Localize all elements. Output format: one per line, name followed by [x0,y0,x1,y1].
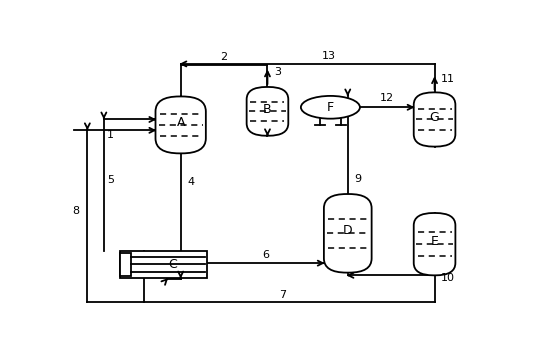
Text: 5: 5 [108,175,114,185]
Bar [120,251,207,278]
Text: 6: 6 [262,250,269,260]
Text: 7: 7 [279,290,286,300]
Text: B: B [263,103,272,116]
Text: 13: 13 [323,51,337,61]
Text: 10: 10 [441,273,455,283]
Bar [120,253,131,276]
Text: 8: 8 [72,206,80,216]
FancyBboxPatch shape [324,194,372,272]
Text: 9: 9 [354,174,361,184]
Text: 2: 2 [221,52,227,62]
Text: C: C [169,258,177,271]
Text: F: F [327,101,334,114]
Text: 1: 1 [107,130,114,140]
Text: D: D [343,224,353,237]
Text: 12: 12 [380,93,394,103]
Text: E: E [431,235,438,248]
FancyBboxPatch shape [414,92,455,146]
Text: A: A [176,116,185,129]
FancyBboxPatch shape [156,96,206,153]
FancyBboxPatch shape [414,213,455,275]
Ellipse shape [301,96,360,119]
FancyBboxPatch shape [246,87,288,136]
Text: 4: 4 [187,177,194,187]
Text: G: G [430,111,440,124]
Text: 11: 11 [441,74,455,84]
Text: 3: 3 [274,67,281,77]
